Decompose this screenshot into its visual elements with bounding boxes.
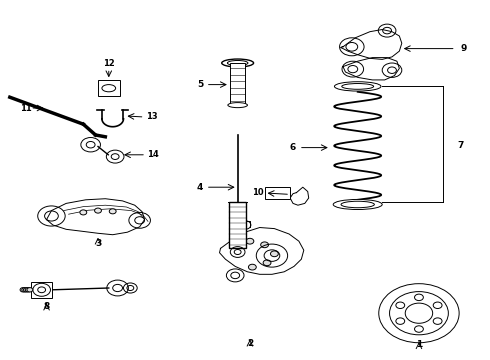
Polygon shape [343,58,399,80]
Circle shape [24,288,29,292]
Circle shape [20,288,26,292]
Circle shape [270,251,278,257]
Circle shape [25,288,31,292]
Text: 14: 14 [147,150,159,159]
Polygon shape [341,30,402,59]
Text: 6: 6 [290,143,295,152]
Text: 2: 2 [247,339,253,348]
Circle shape [109,209,116,214]
Text: 11: 11 [20,104,31,112]
Text: 10: 10 [252,188,264,197]
Bar [229,202,246,248]
Ellipse shape [228,103,247,108]
Polygon shape [47,199,145,235]
Circle shape [248,264,256,270]
Bar [265,187,290,199]
Text: 4: 4 [196,183,203,192]
Text: 9: 9 [461,44,467,53]
Text: 12: 12 [103,59,115,68]
Bar [230,63,245,104]
Text: 7: 7 [457,141,464,150]
Polygon shape [220,228,304,274]
Ellipse shape [335,82,381,91]
Circle shape [22,288,27,292]
Circle shape [263,260,271,266]
Ellipse shape [333,199,382,210]
Circle shape [80,210,87,215]
Circle shape [27,288,33,292]
Text: 1: 1 [416,340,422,348]
Text: 3: 3 [95,238,101,248]
Polygon shape [290,187,309,205]
Text: 13: 13 [146,112,158,121]
Text: 8: 8 [44,302,49,311]
Circle shape [95,208,101,213]
Circle shape [261,242,269,248]
Ellipse shape [221,59,254,67]
Bar [98,80,120,96]
Ellipse shape [102,85,116,92]
Circle shape [246,238,254,244]
Bar [31,282,52,298]
Text: 5: 5 [197,80,203,89]
